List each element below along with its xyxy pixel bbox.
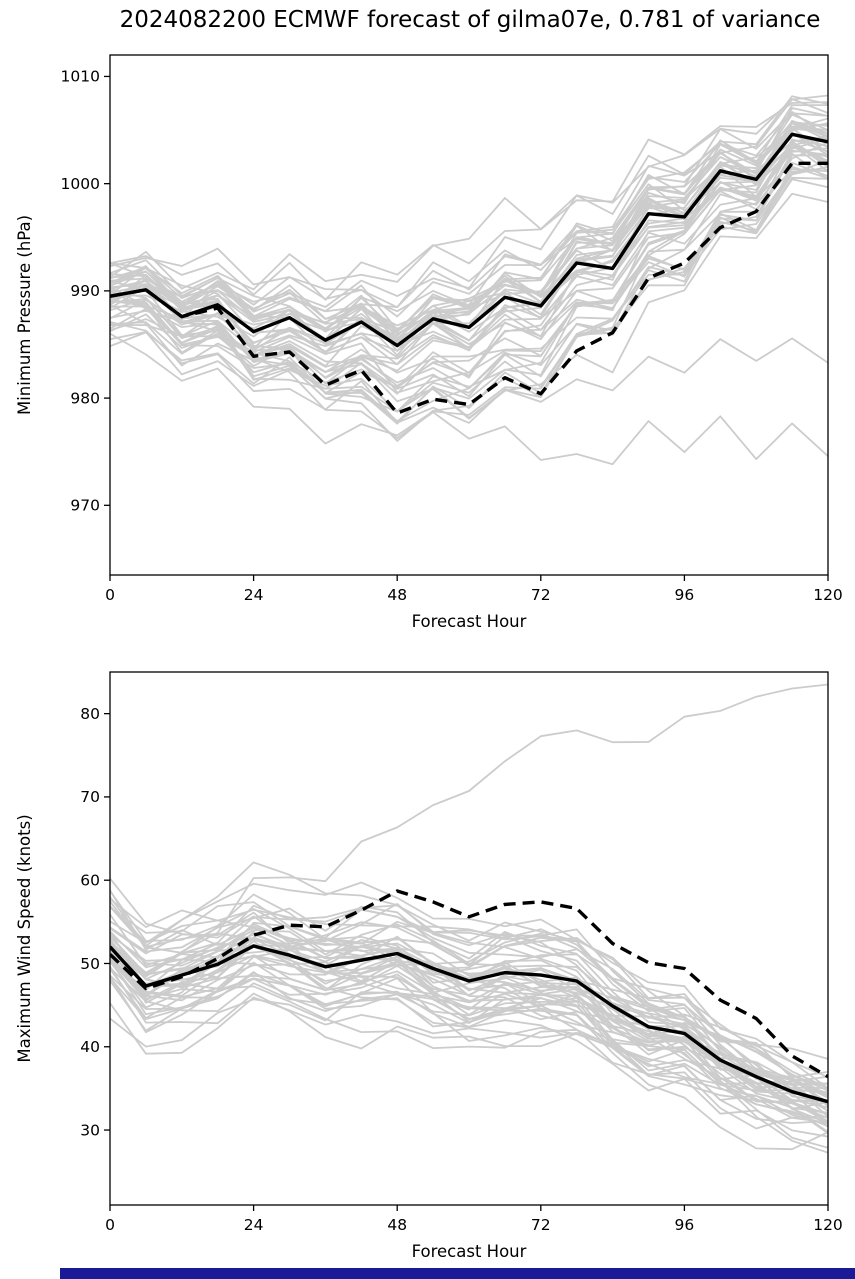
maximum-wind-speed-ensemble-member-line <box>110 961 828 1130</box>
minimum-pressure-ensemble_mean-line <box>110 132 828 348</box>
minimum-pressure-ensemble-member-line <box>110 127 828 353</box>
figure-title: 2024082200 ECMWF forecast of gilma07e, 0… <box>119 7 821 33</box>
maximum-wind-speed-ensemble-member-line <box>110 911 828 1089</box>
y-tick-label: 80 <box>80 705 100 723</box>
maximum-wind-speed-ensemble-member-line <box>110 940 828 1097</box>
minimum-pressure-ensemble-member-line <box>110 112 828 337</box>
x-tick-label: 48 <box>387 586 407 604</box>
maximum-wind-speed-ylabel: Maximum Wind Speed (knots) <box>15 814 34 1062</box>
minimum-pressure-ensemble-member-line <box>110 98 828 310</box>
maximum-wind-speed-ensemble-member-line <box>110 904 828 1085</box>
bottom-bar <box>60 1268 855 1279</box>
y-tick-label: 970 <box>70 497 100 515</box>
x-tick-label: 72 <box>531 586 551 604</box>
minimum-pressure-xlabel: Forecast Hour <box>412 612 527 631</box>
maximum-wind-speed-ensemble-member-line <box>110 908 828 1089</box>
x-tick-label: 96 <box>675 1216 695 1234</box>
maximum-wind-speed-control-line <box>110 889 828 1079</box>
minimum-pressure-ylabel: Minimum Pressure (hPa) <box>15 215 34 415</box>
minimum-pressure-ensemble-member-line <box>110 122 828 331</box>
y-tick-label: 1000 <box>61 175 100 193</box>
maximum-wind-speed-lines <box>110 683 828 1154</box>
minimum-pressure-ensemble-member-line <box>110 134 828 395</box>
x-tick-label: 48 <box>387 1216 407 1234</box>
minimum-pressure-ensemble-member-line <box>110 122 828 343</box>
maximum-wind-speed-ensemble-member-line <box>110 935 828 1085</box>
x-tick-label: 0 <box>105 586 115 604</box>
y-tick-label: 60 <box>80 871 100 889</box>
maximum-wind-speed-ensemble-member-line <box>110 901 828 1107</box>
minimum-pressure-ensemble-member-line <box>110 113 828 349</box>
minimum-pressure-ensemble-member-line <box>110 144 828 330</box>
maximum-wind-speed-ensemble-member-line <box>110 881 828 1089</box>
maximum-wind-speed-ensemble-member-line <box>110 938 828 1125</box>
minimum-pressure-ensemble-member-line <box>110 95 828 291</box>
minimum-pressure-ensemble-member-line <box>110 166 828 425</box>
x-tick-label: 0 <box>105 1216 115 1234</box>
y-tick-label: 980 <box>70 389 100 407</box>
minimum-pressure-ensemble-member-line <box>110 117 828 395</box>
y-tick-label: 50 <box>80 955 100 973</box>
minimum-pressure-ensemble-member-line <box>110 152 828 309</box>
maximum-wind-speed-ensemble_mean-line <box>110 944 828 1104</box>
minimum-pressure-ensemble-member-line <box>110 298 828 466</box>
minimum-pressure-ensemble-member-line <box>110 141 828 424</box>
y-tick-label: 70 <box>80 788 100 806</box>
maximum-wind-speed-xlabel: Forecast Hour <box>412 1242 527 1261</box>
maximum-wind-speed-ensemble-member-line <box>110 960 828 1112</box>
y-tick-label: 1010 <box>61 68 100 86</box>
y-tick-label: 990 <box>70 282 100 300</box>
y-tick-label: 30 <box>80 1121 100 1139</box>
maximum-wind-speed-ensemble-member-line <box>110 966 828 1094</box>
minimum-pressure-axes-box <box>109 54 829 576</box>
x-tick-label: 72 <box>531 1216 551 1234</box>
minimum-pressure-ensemble-member-line <box>110 166 828 445</box>
x-tick-label: 24 <box>244 586 264 604</box>
minimum-pressure-ensemble-member-line <box>110 101 828 301</box>
maximum-wind-speed-ensemble-member-line <box>110 905 828 1098</box>
minimum-pressure-ensemble-member-line <box>110 119 828 318</box>
maximum-wind-speed-ensemble-member-line <box>110 982 828 1123</box>
maximum-wind-speed-ensemble-member-line <box>110 920 828 1149</box>
x-tick-label: 24 <box>244 1216 264 1234</box>
maximum-wind-speed-axes-box <box>109 671 829 1206</box>
y-tick-label: 40 <box>80 1038 100 1056</box>
x-tick-label: 120 <box>813 586 843 604</box>
minimum-pressure-lines <box>110 94 828 466</box>
minimum-pressure-ensemble-member-line <box>110 146 828 368</box>
maximum-wind-speed-ensemble-member-line <box>110 908 828 1104</box>
minimum-pressure-control-line <box>110 161 828 415</box>
maximum-wind-speed-ensemble-member-line <box>110 889 828 1110</box>
x-tick-label: 120 <box>813 1216 843 1234</box>
x-tick-label: 96 <box>675 586 695 604</box>
maximum-wind-speed-ensemble-member-line <box>110 890 828 1128</box>
